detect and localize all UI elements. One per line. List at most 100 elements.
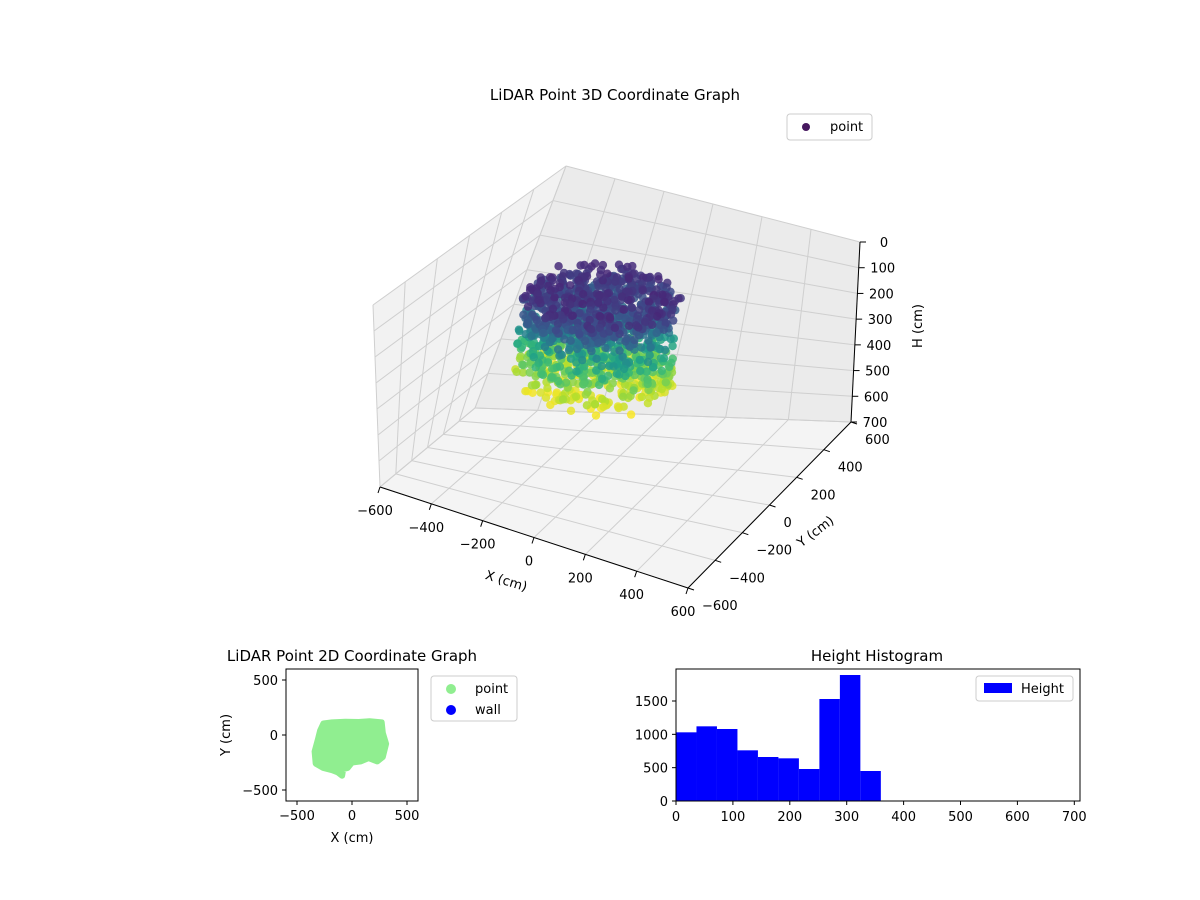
chart-3d-grid-floor-y (443, 433, 797, 478)
chart-3d-point (566, 336, 575, 345)
chart-3d: LiDAR Point 3D Coordinate Graph −600 −400… (357, 86, 926, 620)
chart-3d-point (578, 355, 587, 365)
chart-3d-point (647, 306, 657, 315)
chart-2d-y-tick-label: 0 (270, 729, 278, 744)
histogram-bar (737, 750, 758, 801)
chart-3d-point (659, 354, 669, 363)
chart-3d-point (597, 362, 606, 371)
chart-3d-x-tick (377, 486, 381, 494)
chart-3d-point (578, 290, 588, 299)
histogram-bar (860, 771, 881, 801)
chart-3d-point (595, 323, 604, 333)
chart-3d-point (579, 380, 588, 389)
chart-3d-grid-side-y (458, 189, 535, 422)
chart-3d-z-tick-label: 700 (863, 416, 888, 431)
histogram-legend-box (975, 675, 1074, 702)
chart-3d-grid-side-z (376, 303, 515, 410)
chart-3d-point (654, 275, 663, 284)
chart-3d-point (621, 337, 630, 346)
chart-3d-point (645, 351, 654, 360)
chart-3d-point (601, 343, 610, 352)
chart-3d-point (643, 399, 653, 408)
chart-3d-point (635, 355, 644, 365)
chart-3d-point (553, 319, 563, 329)
chart-3d-point (568, 326, 577, 335)
chart-3d-point (638, 286, 647, 295)
chart-3d-point (554, 376, 563, 386)
chart-3d-grid-side-z (372, 165, 567, 306)
chart-3d-y-tick-label: −400 (729, 571, 765, 586)
chart-3d-grid-side-y (372, 304, 381, 488)
histogram-x-tick-label: 600 (1005, 810, 1030, 825)
chart-3d-grid-back-z (552, 200, 859, 269)
chart-3d-point (637, 343, 646, 352)
chart-2d: LiDAR Point 2D Coordinate Graph −500 0 500… (219, 647, 518, 846)
chart-3d-point (627, 303, 637, 312)
chart-3d-point (597, 374, 607, 383)
chart-3d-x-tick (685, 587, 689, 595)
chart-3d-point (553, 345, 563, 354)
chart-3d-point (624, 321, 634, 330)
chart-3d-point (643, 357, 653, 367)
chart-3d-point (575, 309, 584, 318)
chart-3d-point (525, 368, 534, 377)
chart-3d-point (558, 395, 568, 404)
chart-3d-point (580, 362, 589, 371)
histogram-ticks: 0 100 200 300 400 500 600 700 0 500 1000 1500 (635, 695, 1087, 825)
chart-3d-x-tick (582, 554, 586, 561)
chart-3d-point (582, 401, 592, 410)
chart-3d-grid-side-y (442, 212, 503, 435)
chart-3d-point (592, 354, 601, 363)
chart-3d-y-tick-label: 200 (811, 488, 836, 503)
chart-3d-point (636, 366, 645, 375)
chart-3d-y-tick-label: −600 (702, 599, 738, 614)
chart-3d-point (535, 351, 545, 360)
chart-2d-point-footprint (311, 718, 390, 779)
chart-3d-grid-side-z (373, 200, 554, 332)
chart-3d-grid-side-y (427, 235, 470, 448)
chart-3d-point (572, 344, 582, 354)
chart-3d-point (514, 325, 524, 334)
chart-3d-point (615, 329, 624, 338)
chart-3d-z-tick-label: 0 (880, 236, 888, 251)
chart-3d-point (543, 384, 552, 393)
chart-3d-point (581, 336, 590, 346)
chart-3d-point (644, 297, 654, 306)
chart-3d-point (630, 335, 639, 345)
chart-3d-grid-back-x (787, 229, 812, 420)
chart-3d-point (661, 378, 670, 387)
chart-3d-point (629, 386, 638, 395)
chart-3d-legend: point (786, 113, 873, 141)
chart-3d-point (578, 299, 587, 309)
chart-3d-point (637, 392, 646, 402)
chart-3d-point (614, 403, 623, 413)
histogram-legend: Height (975, 675, 1074, 702)
histogram-y-tick-label: 500 (643, 762, 668, 777)
chart-2d-plot-area (311, 718, 390, 779)
chart-3d-point (599, 402, 608, 411)
chart-3d-x-tick-label: 0 (525, 555, 533, 570)
chart-3d-point (661, 345, 670, 355)
histogram-bar (778, 758, 799, 801)
chart-3d-point (594, 291, 603, 300)
chart-3d-point (536, 299, 545, 308)
chart-3d-grid-floor-y (427, 447, 770, 506)
chart-3d-point (610, 323, 620, 332)
chart-3d-y-tick-label: 600 (865, 433, 890, 448)
chart-3d-point (605, 313, 615, 322)
chart-3d-point (555, 362, 565, 371)
histogram-x-tick-label: 400 (891, 810, 916, 825)
chart-3d-z-axis-line (850, 241, 861, 423)
chart-3d-grid-back-z (474, 407, 852, 423)
chart-3d-point (547, 372, 557, 382)
chart-3d-grid-back-z (565, 165, 861, 243)
chart-3d-point (612, 369, 622, 378)
chart-3d-point (521, 291, 530, 301)
chart-3d-legend-label: point (830, 120, 863, 135)
histogram-bar (696, 726, 717, 801)
chart-3d-point (527, 331, 536, 341)
chart-3d-point (618, 392, 628, 401)
chart-3d-point-cloud (511, 259, 685, 420)
chart-3d-side-pane (373, 166, 566, 487)
